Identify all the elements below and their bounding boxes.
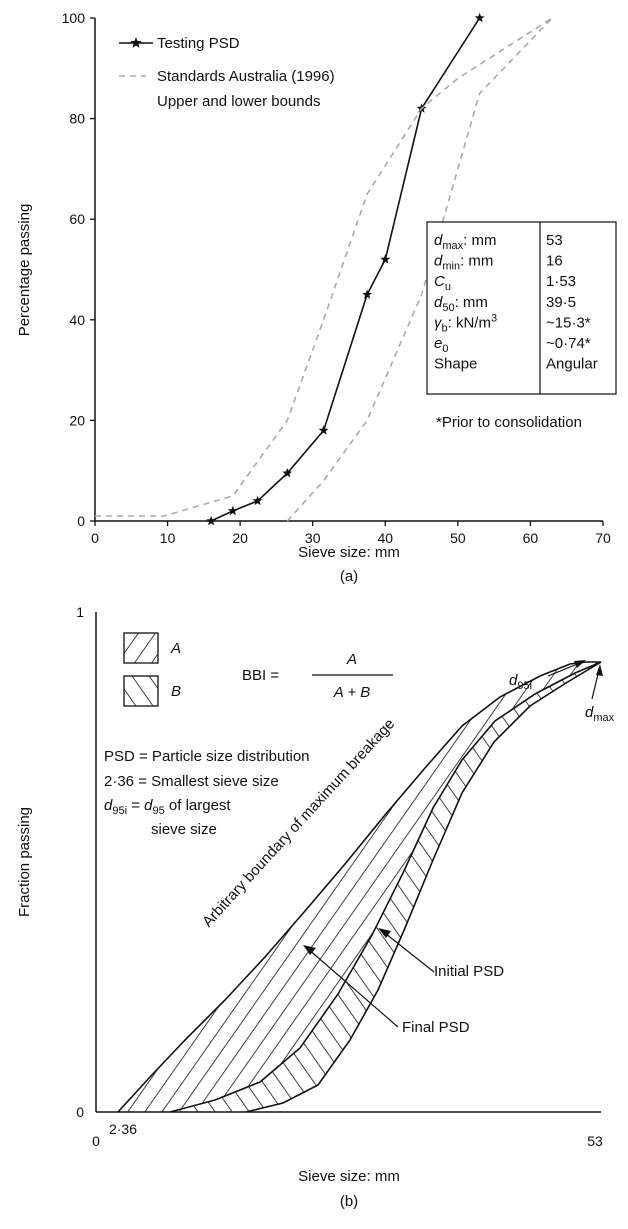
panel-a-xtick-label: 0 [91, 530, 99, 546]
d95i-arrow [547, 662, 581, 677]
properties-value: Angular [546, 356, 598, 373]
legend-a-label: A [170, 640, 181, 657]
testing-psd-point [380, 254, 391, 264]
panel-a-ytick-label: 0 [77, 513, 85, 529]
properties-table: dmax: mm 53 dmin: mm 16 Cu 1·53 d50: mm 39·5 γb:… [426, 221, 617, 395]
panel-b-notes: PSD = Particle size distribution 2·36 = … [104, 748, 310, 838]
properties-value: 39·5 [546, 294, 576, 311]
panel-a-xlabel: Sieve size: mm [298, 544, 400, 561]
panel-b-ytick-0: 0 [76, 1104, 84, 1120]
testing-psd-point [318, 425, 329, 435]
testing-psd-point [252, 495, 263, 506]
properties-param: d50: mm [434, 294, 488, 314]
properties-param: e0 [434, 335, 448, 355]
note-smallest-sieve: 2·36 = Smallest sieve size [104, 773, 279, 790]
legend-a: A [123, 632, 181, 664]
region-a-hatch [118, 662, 601, 1112]
panel-a-panel-label: (a) [340, 568, 358, 585]
legend-b: B [123, 675, 181, 707]
initial-psd-curve [245, 661, 602, 1113]
note-psd: PSD = Particle size distribution [104, 748, 310, 765]
panel-b: 1 0 0 53 2·36 Fraction passing Sieve siz… [16, 604, 615, 1210]
panel-a-xtick-label: 60 [523, 530, 539, 546]
legend-a-swatch [123, 632, 159, 664]
panel-a: 0 10 20 30 40 50 60 70 0 20 40 60 80 100 Percentage p… [16, 10, 617, 585]
note-sieve-size: sieve size [151, 821, 217, 838]
properties-param: dmin: mm [434, 253, 493, 273]
panel-a-ytick-label: 100 [62, 10, 86, 26]
properties-table-border [426, 221, 617, 395]
panel-a-legend: Testing PSD Standards Australia (1996) U… [119, 35, 335, 110]
bbi-numerator: A [346, 651, 357, 668]
panel-a-xtick-label: 50 [450, 530, 466, 546]
properties-value: 16 [546, 253, 563, 270]
panel-b-ylabel: Fraction passing [16, 807, 33, 917]
properties-value: ~0·74* [546, 335, 591, 352]
panel-b-xtick-53: 53 [587, 1133, 603, 1149]
dmax-label: dmax [585, 704, 615, 724]
final-psd-arrowhead [303, 945, 316, 955]
bbi-denominator: A + B [333, 684, 371, 701]
panel-b-x-start-label: 2·36 [109, 1121, 137, 1137]
dmax-arrowhead [596, 664, 603, 676]
bbi-lhs: BBI = [242, 667, 279, 684]
testing-psd-point [227, 505, 238, 516]
upper-bound-line [95, 17, 553, 517]
legend-b-swatch [123, 675, 159, 707]
panel-a-ytick-label: 80 [69, 111, 85, 127]
properties-value: ~15·3* [546, 314, 591, 331]
legend-testing-star-icon [130, 37, 142, 48]
initial-psd-arrow [380, 929, 435, 973]
testing-psd-point [474, 12, 485, 23]
panel-b-xlabel: Sieve size: mm [298, 1168, 400, 1185]
panel-a-ylabel: Percentage passing [16, 204, 33, 337]
note-d95i: d95i = d95 of largest [104, 797, 231, 817]
legend-standards-label-1: Standards Australia (1996) [157, 68, 335, 85]
panel-a-xtick-label: 10 [160, 530, 176, 546]
panel-a-xtick-label: 40 [377, 530, 393, 546]
legend-standards-label-2: Upper and lower bounds [157, 93, 320, 110]
properties-footnote: *Prior to consolidation [436, 414, 582, 431]
properties-value: 1·53 [546, 273, 576, 290]
legend-testing-label: Testing PSD [157, 35, 240, 52]
initial-psd-label: Initial PSD [434, 963, 504, 980]
testing-psd-point [206, 515, 217, 526]
final-psd-label: Final PSD [402, 1019, 470, 1036]
panel-a-ytick-label: 20 [69, 412, 85, 428]
properties-param: dmax: mm [434, 232, 496, 252]
panel-a-ytick-label: 60 [69, 211, 85, 227]
panel-a-ytick-label: 40 [69, 312, 85, 328]
legend-b-label: B [171, 683, 181, 700]
panel-a-series [95, 12, 553, 526]
lower-bound-line [286, 17, 553, 522]
d95i-label: d95i [509, 672, 532, 692]
panel-b-xtick-0: 0 [92, 1133, 100, 1149]
panel-a-ticks: 0 10 20 30 40 50 60 70 0 20 40 60 80 100 [62, 10, 611, 546]
properties-param: γb: kN/m3 [434, 312, 497, 334]
boundary-curve [117, 661, 601, 1113]
bbi-formula: BBI = A A + B [242, 651, 393, 701]
testing-psd-point [282, 468, 293, 478]
final-psd-curve [169, 661, 602, 1113]
d95i-arrowhead [574, 660, 586, 668]
properties-param: Cu [434, 273, 451, 293]
panel-a-xtick-label: 20 [232, 530, 248, 546]
panel-a-xtick-label: 70 [595, 530, 611, 546]
final-psd-arrow [306, 947, 399, 1028]
panel-b-panel-label: (b) [340, 1193, 358, 1210]
properties-param: Shape [434, 356, 477, 373]
initial-psd-arrowhead [378, 928, 391, 938]
testing-psd-point [362, 289, 373, 299]
panel-b-ytick-1: 1 [76, 604, 84, 620]
panel-a-xtick-label: 30 [305, 530, 321, 546]
properties-value: 53 [546, 232, 563, 249]
